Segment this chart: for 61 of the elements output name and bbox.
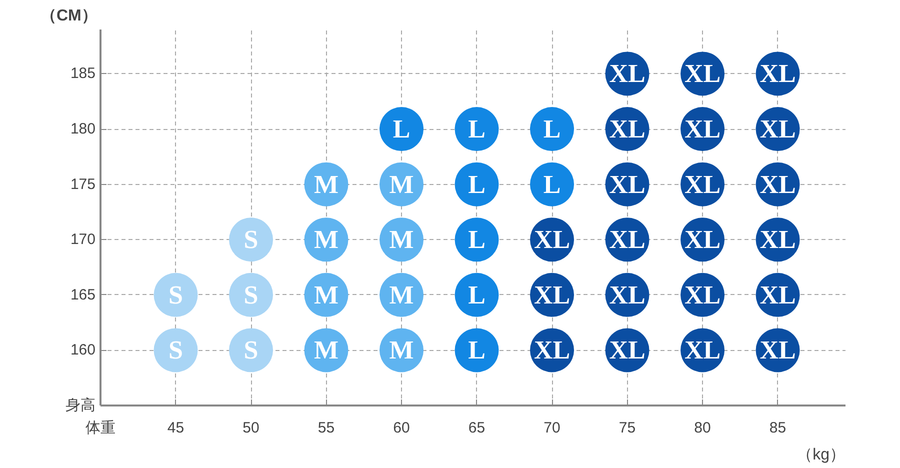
text: L bbox=[468, 336, 486, 365]
text: M bbox=[389, 280, 414, 310]
text: XL bbox=[534, 225, 570, 254]
text: XL bbox=[609, 170, 646, 199]
text: M bbox=[314, 280, 339, 310]
text: M bbox=[389, 225, 414, 254]
x-tick-label: 60 bbox=[393, 420, 410, 436]
text: XL bbox=[760, 280, 796, 310]
text: XL bbox=[684, 336, 721, 365]
y-tick-label: 165 bbox=[70, 286, 96, 304]
text: M bbox=[389, 170, 414, 199]
text: S bbox=[244, 280, 258, 310]
text: M bbox=[314, 336, 339, 365]
text: XL bbox=[684, 170, 721, 199]
text: L bbox=[392, 114, 410, 144]
text: XL bbox=[684, 225, 721, 254]
text: S bbox=[168, 280, 183, 310]
text: XL bbox=[534, 280, 570, 310]
text: XL bbox=[684, 280, 721, 310]
text: XL bbox=[684, 114, 721, 144]
text: XL bbox=[760, 225, 796, 254]
text: XL bbox=[609, 59, 646, 88]
series-label: M bbox=[389, 336, 414, 365]
text: L bbox=[468, 170, 486, 199]
text: XL bbox=[609, 114, 646, 144]
x-tick-label: 80 bbox=[694, 420, 711, 436]
x-tick-label: 85 bbox=[769, 420, 786, 436]
x-tick-label: 55 bbox=[318, 420, 335, 436]
x-tick-label: 65 bbox=[468, 420, 486, 436]
text: L bbox=[468, 280, 486, 310]
text: M bbox=[314, 225, 339, 254]
x-tick-label: 45 bbox=[167, 420, 184, 436]
text: XL bbox=[760, 114, 796, 144]
text: L bbox=[543, 170, 561, 199]
text: XL bbox=[609, 280, 646, 310]
text: M bbox=[314, 170, 339, 199]
text: L bbox=[468, 114, 486, 144]
y-tick-label: 170 bbox=[70, 231, 96, 248]
text: L bbox=[543, 114, 561, 144]
x-tick-label: 体重 bbox=[86, 420, 116, 436]
text: XL bbox=[609, 336, 646, 365]
series-label: S bbox=[244, 336, 258, 365]
x-tick-label: 75 bbox=[618, 420, 636, 436]
series-label: L bbox=[468, 225, 486, 254]
text: XL bbox=[534, 336, 570, 365]
series-label: XL bbox=[609, 225, 646, 254]
y-tick-label: 180 bbox=[70, 120, 96, 138]
x-tick-label: 50 bbox=[242, 420, 260, 436]
y-tick-label: 身高 bbox=[66, 397, 96, 414]
x-axis-title: （kg） bbox=[796, 446, 846, 464]
text: S bbox=[168, 336, 183, 365]
text: XL bbox=[760, 170, 796, 199]
text: XL bbox=[760, 59, 796, 88]
y-tick-label: 175 bbox=[70, 176, 96, 193]
text: S bbox=[244, 225, 258, 254]
text: XL bbox=[760, 336, 796, 365]
y-axis-title: （CM） bbox=[40, 8, 98, 24]
x-tick-label: 70 bbox=[544, 420, 560, 436]
y-tick-label: 160 bbox=[70, 342, 96, 359]
text: XL bbox=[684, 59, 721, 88]
y-tick-label: 185 bbox=[70, 65, 96, 82]
